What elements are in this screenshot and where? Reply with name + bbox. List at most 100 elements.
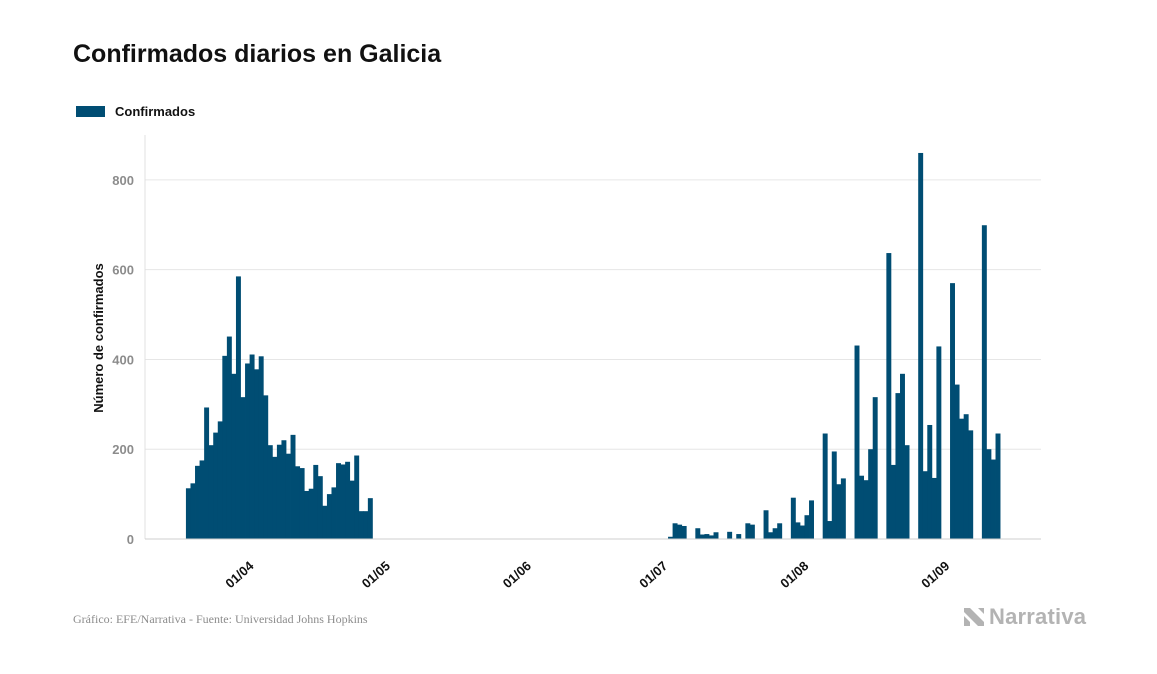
bar (235, 276, 241, 539)
bar (308, 488, 314, 539)
bar (950, 283, 955, 539)
bar (809, 500, 814, 539)
bar (681, 525, 687, 539)
bar (336, 463, 341, 539)
bar (267, 445, 273, 539)
bar (954, 384, 960, 539)
bar (258, 356, 264, 539)
bar (931, 477, 937, 539)
bars (185, 152, 1001, 540)
bar (313, 464, 319, 539)
bar (699, 534, 705, 539)
bar (299, 468, 305, 539)
bar (895, 393, 901, 539)
legend: Confirmados (76, 104, 195, 119)
bar (708, 535, 714, 539)
legend-swatch (76, 106, 105, 117)
source-credit: Gráfico: EFE/Narrativa - Fuente: Univers… (73, 612, 368, 626)
bar (990, 459, 996, 539)
bar (304, 490, 310, 539)
bar (326, 494, 332, 539)
gridlines (145, 179, 1041, 450)
y-tick-label: 0 (127, 532, 134, 547)
bar (331, 487, 337, 539)
bar (199, 460, 205, 539)
bar (349, 480, 355, 539)
chart-title: Confirmados diarios en Galicia (73, 40, 442, 68)
y-axis-label: Número de confirmados (91, 263, 106, 413)
bar (772, 528, 778, 539)
bar (695, 528, 701, 539)
bar (986, 449, 992, 539)
y-tick-label: 200 (112, 442, 134, 457)
x-tick-label: 01/05 (359, 558, 393, 591)
bar (795, 522, 801, 539)
bar (204, 407, 210, 539)
bar (790, 497, 796, 539)
bar (672, 523, 678, 539)
bar (981, 225, 987, 540)
bar (213, 432, 219, 539)
bar (322, 505, 328, 539)
bar (363, 511, 369, 539)
bar (254, 369, 260, 539)
y-tick-label: 600 (112, 263, 134, 278)
bar (367, 498, 373, 539)
bar (704, 534, 710, 539)
y-tick-label: 400 (112, 352, 134, 367)
x-tick-label: 01/06 (500, 558, 534, 591)
bar (345, 461, 351, 539)
bar (799, 525, 805, 539)
bar (285, 453, 291, 539)
bar (713, 532, 719, 539)
bar (249, 354, 255, 539)
y-tick-label: 800 (112, 173, 134, 188)
bar (749, 524, 755, 539)
bar (231, 373, 237, 539)
x-tick-label: 01/04 (222, 558, 257, 591)
bar (745, 523, 751, 539)
bar (963, 414, 969, 539)
bar (727, 531, 733, 539)
bar (890, 464, 896, 539)
bar (959, 418, 965, 539)
bar (317, 476, 323, 539)
bar (217, 421, 223, 539)
bar (840, 478, 846, 539)
narrativa-logo-icon (964, 608, 984, 626)
bar (190, 483, 196, 539)
bar (872, 397, 878, 539)
bar (868, 449, 874, 539)
bar (195, 465, 200, 539)
legend-label: Confirmados (115, 104, 196, 119)
bar (777, 523, 783, 539)
brand-logo: Narrativa (963, 604, 1086, 630)
bar (995, 433, 1001, 539)
bar (836, 484, 842, 539)
bar (968, 430, 974, 539)
bar (863, 480, 869, 539)
bar (222, 355, 228, 539)
bar (281, 440, 287, 539)
bar (927, 424, 933, 539)
bar (240, 397, 246, 539)
bar (276, 444, 282, 539)
x-tick-label: 01/09 (918, 558, 952, 591)
bar (822, 433, 828, 539)
bar (854, 345, 860, 539)
bar (295, 466, 301, 539)
bar (804, 515, 810, 539)
bar (677, 524, 683, 539)
bar (922, 471, 928, 539)
bar (358, 511, 364, 539)
bar (245, 363, 251, 539)
bar (827, 521, 833, 539)
bar (208, 445, 214, 539)
brand-name: Narrativa (989, 604, 1087, 629)
x-tick-label: 01/08 (777, 558, 811, 591)
bar (768, 532, 774, 539)
bar (290, 434, 296, 539)
bar (831, 451, 837, 539)
bar (918, 152, 924, 539)
